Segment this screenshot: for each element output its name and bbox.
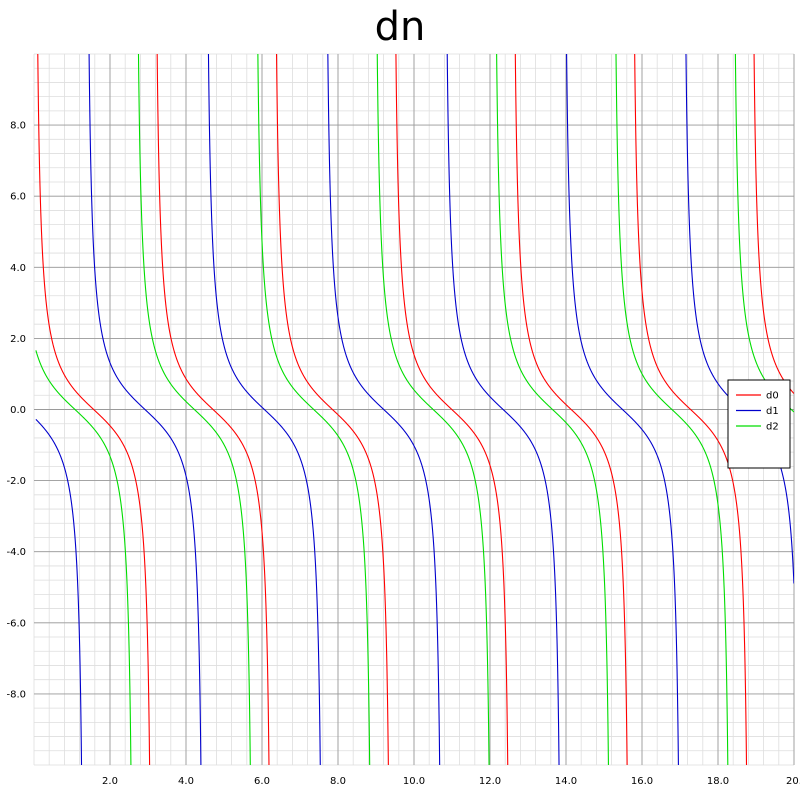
y-tick-label: -6.0 [6, 618, 26, 629]
legend-label-d1: d1 [766, 406, 779, 417]
x-tick-label: 16.0 [631, 776, 653, 787]
x-tick-label: 6.0 [254, 776, 270, 787]
y-tick-label: 8.0 [10, 121, 26, 132]
x-tick-label: 14.0 [555, 776, 577, 787]
series-line-d2 [35, 54, 794, 765]
chart-title: dn [374, 4, 426, 50]
x-tick-labels: 2.0 4.0 6.0 8.0 10.0 12.0 14.0 16.0 18.0 20. [102, 776, 800, 787]
y-tick-label: 0.0 [10, 405, 26, 416]
y-tick-label: -2.0 [6, 476, 26, 487]
x-tick-label: 10.0 [403, 776, 425, 787]
y-tick-label: 6.0 [10, 192, 26, 203]
x-tick-label: 18.0 [707, 776, 729, 787]
y-tick-label: -4.0 [6, 547, 26, 558]
legend-label-d0: d0 [766, 391, 779, 402]
legend-label-d2: d2 [766, 422, 779, 433]
series-line-d1 [35, 54, 794, 765]
y-tick-labels: 8.0 6.0 4.0 2.0 0.0 -2.0 -4.0 -6.0 -8.0 [6, 121, 26, 701]
x-tick-label: 20. [786, 776, 800, 787]
series-layer [35, 54, 794, 765]
legend-box [727, 379, 791, 469]
y-tick-label: 2.0 [10, 334, 26, 345]
grid-major [34, 54, 795, 765]
legend: d0 d1 d2 [727, 379, 791, 469]
x-tick-label: 2.0 [102, 776, 118, 787]
y-tick-label: -8.0 [6, 689, 26, 700]
x-tick-label: 8.0 [330, 776, 346, 787]
y-tick-label: 4.0 [10, 263, 26, 274]
series-line-d0 [37, 54, 794, 765]
x-tick-label: 4.0 [178, 776, 194, 787]
x-tick-label: 12.0 [479, 776, 501, 787]
